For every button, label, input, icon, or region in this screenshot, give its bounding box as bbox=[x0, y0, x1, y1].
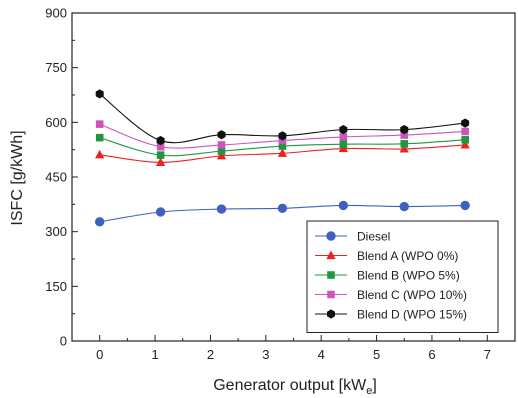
data-point bbox=[217, 141, 226, 149]
y-tick-label: 750 bbox=[45, 60, 67, 75]
legend: Diesel Blend A (WPO 0%) Blend B (WPO 5%) Bl… bbox=[306, 220, 499, 333]
series-4 bbox=[95, 89, 470, 146]
y-tick-label: 150 bbox=[45, 279, 67, 294]
y-tick-label: 600 bbox=[45, 115, 67, 130]
legend-marker bbox=[326, 231, 336, 241]
data-point bbox=[95, 149, 105, 159]
series-3 bbox=[95, 120, 469, 151]
data-point bbox=[277, 203, 288, 214]
data-point bbox=[95, 133, 104, 142]
legend-label: Diesel bbox=[357, 230, 390, 244]
legend-marker bbox=[327, 271, 335, 279]
data-point bbox=[461, 118, 470, 128]
x-tick-label: 2 bbox=[207, 347, 214, 362]
legend-item: Diesel bbox=[315, 230, 390, 244]
y-tick-label: 0 bbox=[60, 334, 67, 349]
data-point bbox=[400, 131, 409, 139]
data-point bbox=[216, 150, 227, 160]
data-point bbox=[339, 125, 348, 135]
legend-marker bbox=[327, 290, 335, 299]
y-tick-label: 450 bbox=[45, 170, 67, 185]
data-point bbox=[278, 142, 287, 150]
x-tick-label: 7 bbox=[484, 347, 491, 362]
legend-label: Blend A (WPO 0%) bbox=[357, 249, 458, 263]
data-point bbox=[277, 148, 288, 157]
y-tick-label: 300 bbox=[45, 224, 67, 239]
x-axis-title-main: Generator output [kW bbox=[213, 377, 367, 394]
legend-item: Blend A (WPO 0%) bbox=[315, 249, 458, 263]
data-point bbox=[460, 200, 470, 211]
data-point bbox=[155, 207, 166, 217]
data-point bbox=[216, 204, 227, 214]
data-point bbox=[156, 142, 165, 151]
data-point bbox=[460, 139, 470, 149]
legend-item: Blend B (WPO 5%) bbox=[315, 269, 460, 283]
series-0 bbox=[94, 200, 470, 227]
x-axis-title-suffix: ] bbox=[372, 377, 376, 394]
data-point bbox=[278, 131, 287, 141]
data-point bbox=[217, 130, 226, 140]
data-point bbox=[399, 143, 409, 153]
legend-label: Blend B (WPO 5%) bbox=[357, 269, 460, 283]
axes: 0 150 300 450 600 750 900 0 1 2 3 4 5 6 7 bbox=[45, 6, 516, 362]
data-point bbox=[461, 127, 469, 136]
data-point bbox=[95, 89, 104, 99]
x-tick-label: 1 bbox=[151, 347, 158, 362]
x-tick-label: 3 bbox=[262, 347, 269, 362]
y-tick-label: 900 bbox=[45, 6, 67, 21]
x-tick-label: 5 bbox=[373, 347, 380, 362]
data-point bbox=[400, 125, 409, 135]
legend-label: Blend D (WPO 15%) bbox=[357, 308, 467, 322]
legend-marker bbox=[326, 309, 336, 319]
legend-item: Blend D (WPO 15%) bbox=[315, 308, 467, 322]
data-point bbox=[155, 157, 166, 166]
data-point bbox=[339, 140, 348, 148]
series-1 bbox=[95, 139, 470, 166]
data-point bbox=[339, 133, 348, 141]
x-axis-title: Generator output [kWe] bbox=[213, 377, 377, 397]
y-axis-title: ISFC [g/kWh] bbox=[9, 130, 26, 225]
data-point bbox=[399, 201, 409, 212]
data-point bbox=[156, 135, 165, 146]
legend-label: Blend C (WPO 10%) bbox=[357, 288, 467, 302]
series-2 bbox=[95, 133, 469, 159]
data-point bbox=[400, 140, 409, 148]
data-point bbox=[338, 200, 349, 211]
x-axis-title-subscript: e bbox=[366, 385, 372, 397]
legend-marker bbox=[326, 250, 336, 260]
x-tick-label: 0 bbox=[96, 347, 103, 362]
x-tick-label: 4 bbox=[318, 347, 325, 362]
x-tick-label: 6 bbox=[428, 347, 435, 362]
data-point bbox=[94, 217, 105, 227]
data-point bbox=[461, 136, 469, 144]
data-point bbox=[156, 151, 165, 159]
data-point bbox=[278, 136, 287, 145]
data-point bbox=[217, 147, 226, 155]
legend-item: Blend C (WPO 10%) bbox=[315, 288, 467, 302]
data-point bbox=[95, 120, 104, 128]
plot-series bbox=[94, 89, 470, 227]
